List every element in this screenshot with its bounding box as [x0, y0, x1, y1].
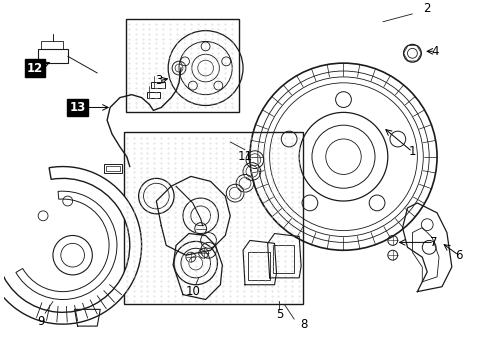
- Bar: [106, 166, 120, 171]
- Bar: [272, 246, 294, 273]
- Text: 9: 9: [37, 315, 45, 328]
- Bar: [151, 82, 165, 88]
- Text: 11: 11: [238, 150, 252, 163]
- Text: 2: 2: [423, 3, 431, 15]
- Text: 5: 5: [276, 308, 283, 321]
- Bar: [147, 92, 160, 98]
- Bar: [104, 163, 122, 174]
- Text: 8: 8: [300, 318, 308, 330]
- Text: 12: 12: [27, 62, 43, 75]
- Text: 7: 7: [430, 236, 438, 249]
- Wedge shape: [16, 191, 117, 300]
- Bar: [41, 41, 63, 49]
- Bar: [124, 132, 303, 305]
- Bar: [248, 252, 270, 280]
- Bar: [126, 19, 239, 112]
- Wedge shape: [0, 167, 142, 324]
- Text: 1: 1: [409, 145, 416, 158]
- Text: 13: 13: [70, 101, 86, 114]
- Text: 4: 4: [431, 45, 439, 58]
- Text: 6: 6: [455, 249, 463, 262]
- Bar: [38, 49, 68, 63]
- Text: 3: 3: [156, 75, 163, 87]
- Text: 10: 10: [185, 285, 200, 298]
